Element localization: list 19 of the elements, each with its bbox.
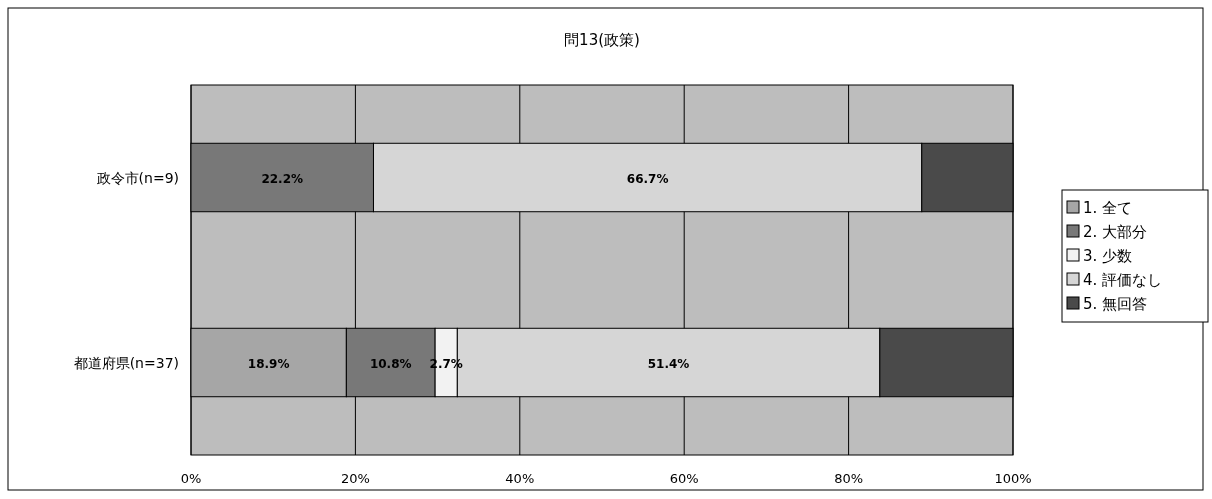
- x-tick-label: 0%: [180, 471, 202, 486]
- data-label: 66.7%: [626, 171, 669, 186]
- chart-title: 問13(政策): [564, 31, 640, 49]
- data-label: 18.9%: [247, 356, 290, 371]
- legend-label: 5. 無回答: [1083, 295, 1148, 313]
- data-label: 10.8%: [369, 356, 412, 371]
- legend-label: 1. 全て: [1083, 199, 1133, 217]
- legend-label: 2. 大部分: [1083, 223, 1148, 241]
- x-tick-label: 40%: [505, 471, 535, 486]
- x-tick-label: 100%: [994, 471, 1032, 486]
- y-tick-label: 都道府県(n=37): [73, 354, 179, 371]
- x-tick-label: 80%: [834, 471, 864, 486]
- y-tick-label: 政令市(n=9): [96, 169, 179, 186]
- x-tick-label: 20%: [340, 471, 370, 486]
- data-label: 22.2%: [261, 171, 304, 186]
- legend-label: 3. 少数: [1083, 247, 1133, 265]
- legend-label: 4. 評価なし: [1083, 271, 1163, 289]
- data-label: 51.4%: [647, 356, 690, 371]
- x-tick-label: 60%: [669, 471, 699, 486]
